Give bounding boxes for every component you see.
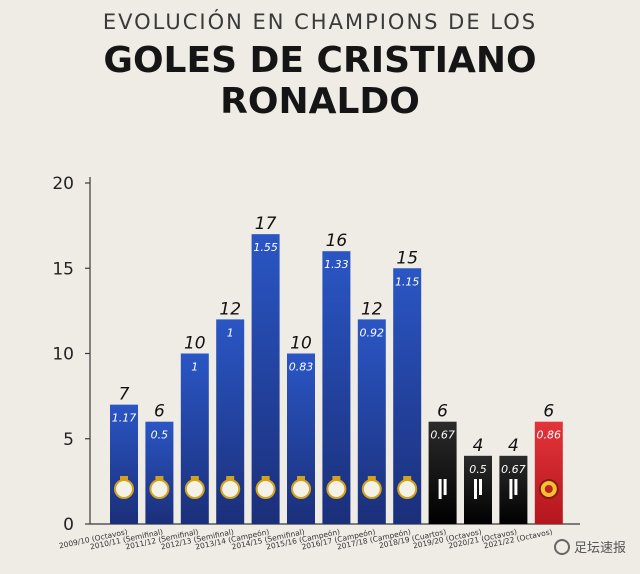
real-madrid-crest-icon [326, 479, 347, 499]
bar [251, 234, 280, 524]
crown-icon [261, 476, 270, 480]
real-madrid-crest-icon [149, 479, 170, 499]
bar-ratio-label: 0.5 [469, 463, 487, 476]
bar [534, 421, 563, 524]
bar [110, 404, 138, 524]
bar-value-label: 10 [290, 334, 312, 354]
bar [464, 455, 492, 524]
bar-value-label: 17 [255, 214, 277, 234]
crown-icon [297, 476, 305, 480]
crown-icon [367, 476, 376, 480]
bar-value-label: 7 [119, 385, 130, 405]
bar-ratio-label: 0.86 [537, 429, 562, 442]
real-madrid-crest-icon [361, 479, 382, 499]
bar-ratio-label: 0.5 [151, 429, 169, 442]
bar-ratio-label: 1.15 [395, 275, 420, 288]
real-madrid-crest-icon [397, 479, 418, 499]
bar-value-label: 4 [508, 436, 519, 456]
real-madrid-crest-icon [255, 479, 276, 499]
bar-value-label: 15 [396, 248, 418, 268]
real-madrid-crest-icon [184, 479, 205, 499]
bar-value-label: 6 [543, 402, 554, 422]
bar [428, 421, 457, 524]
bar-value-label: 6 [437, 402, 448, 422]
bar-ratio-label: 1 [227, 326, 234, 339]
bar-ratio-label: 1.33 [324, 258, 349, 271]
crown-icon [403, 476, 412, 480]
y-tick-label: 15 [52, 259, 74, 279]
crown-icon [332, 476, 341, 480]
juventus-crest-icon [514, 479, 518, 495]
bar [499, 455, 528, 524]
bar-value-label: 12 [219, 299, 241, 319]
juventus-crest-icon [443, 479, 447, 495]
bar-ratio-label: 0.67 [430, 429, 455, 442]
juventus-crest-icon [479, 479, 482, 495]
bar-ratio-label: 1 [191, 361, 198, 374]
chart-subtitle: EVOLUCIÓN EN CHAMPIONS DE LOS [102, 10, 538, 34]
crown-icon [120, 476, 128, 480]
bar-value-label: 10 [184, 334, 206, 354]
juventus-crest-icon [474, 479, 477, 499]
y-tick-label: 10 [52, 345, 74, 365]
crown-icon [155, 476, 164, 480]
real-madrid-crest-icon [114, 479, 134, 499]
crown-icon [190, 476, 199, 480]
bar-ratio-label: 1.17 [112, 412, 137, 425]
y-tick-label: 0 [63, 515, 74, 535]
bar-value-label: 6 [154, 402, 165, 422]
bar-value-label: 12 [361, 299, 383, 319]
watermark: 足坛速报 [553, 537, 626, 556]
real-madrid-crest-icon [220, 479, 241, 499]
real-madrid-crest-icon [291, 479, 311, 499]
x-tick-label: 2021/22 (Octavos) [483, 527, 553, 550]
bar-ratio-label: 0.92 [360, 326, 385, 339]
y-tick-label: 5 [63, 430, 74, 450]
crown-icon [226, 476, 235, 480]
juventus-crest-icon [509, 479, 513, 499]
bar-ratio-label: 0.67 [501, 463, 526, 476]
chart-title: GOLES DE CRISTIANO RONALDO [103, 40, 537, 122]
bar [145, 421, 174, 524]
watermark-icon [553, 538, 570, 555]
bar-value-label: 16 [326, 231, 348, 251]
bar-value-label: 4 [473, 436, 484, 456]
devil-icon [544, 485, 553, 493]
bar-ratio-label: 0.83 [289, 361, 314, 374]
bar-ratio-label: 1.55 [253, 241, 278, 254]
watermark-text: 足坛速报 [573, 541, 626, 556]
juventus-crest-icon [438, 479, 442, 499]
y-tick-label: 20 [52, 174, 74, 194]
